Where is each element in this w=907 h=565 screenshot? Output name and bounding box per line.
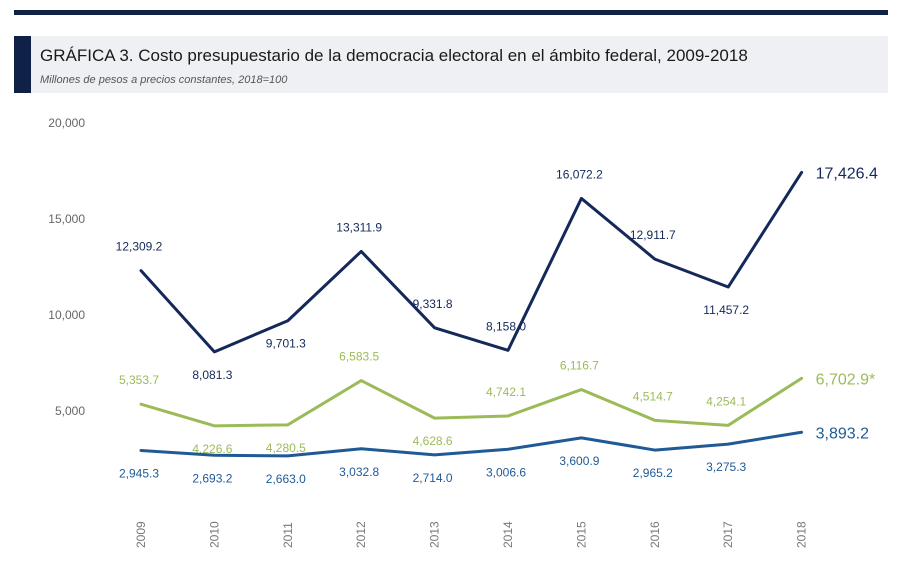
x-tick-label: 2009 <box>134 521 148 548</box>
data-label: 16,072.2 <box>556 167 603 181</box>
data-label: 13,311.9 <box>336 220 382 234</box>
data-label: 4,514.7 <box>633 389 673 403</box>
data-label: 2,965.2 <box>633 466 673 480</box>
x-tick-label: 2014 <box>501 521 515 548</box>
data-label: 12,911.7 <box>630 228 676 242</box>
data-label: 3,600.9 <box>559 454 599 468</box>
data-label: 4,742.1 <box>486 385 526 399</box>
title-accent-bar <box>14 36 31 93</box>
data-label: 6,116.7 <box>560 359 599 373</box>
series-middle: 5,353.7 4,226.6 4,280.5 6,583.5 4,628.6 4,742… <box>119 350 875 456</box>
data-label: 5,353.7 <box>119 373 159 387</box>
x-tick-label: 2015 <box>574 521 588 548</box>
data-label: 4,280.5 <box>266 441 306 455</box>
data-label: 3,006.6 <box>486 465 526 479</box>
x-tick-label: 2010 <box>207 521 221 548</box>
y-axis: 5,000 10,000 15,000 20,000 <box>48 116 85 418</box>
series-layer: 12,309.2 8,081.3 9,701.3 13,311.9 9,331.8 8,1… <box>116 165 878 485</box>
top-rule <box>14 10 888 15</box>
series-line <box>139 430 804 458</box>
chart-title: GRÁFICA 3. Costo presupuestario de la de… <box>40 46 748 65</box>
series-top: 12,309.2 8,081.3 9,701.3 13,311.9 9,331.8 8,1… <box>116 165 878 381</box>
y-tick-label: 10,000 <box>48 308 85 322</box>
y-tick-label: 20,000 <box>48 116 85 130</box>
data-label: 2,693.2 <box>192 471 232 485</box>
y-tick-label: 5,000 <box>55 404 85 418</box>
data-label: 11,457.2 <box>703 303 749 317</box>
x-tick-label: 2016 <box>648 521 662 548</box>
data-label: 9,701.3 <box>266 337 306 351</box>
title-band <box>14 36 888 93</box>
y-tick-label: 15,000 <box>48 212 85 226</box>
data-label: 6,583.5 <box>339 350 379 364</box>
series-bottom: 2,945.3 2,693.2 2,663.0 3,032.8 2,714.0 3,006… <box>119 425 869 486</box>
x-tick-label: 2013 <box>428 521 442 548</box>
data-label: 3,032.8 <box>339 465 379 479</box>
data-label: 9,331.8 <box>413 297 453 311</box>
x-tick-label: 2011 <box>281 522 295 548</box>
x-axis: 2009 2010 2011 2012 2013 2014 2015 2016 2017 2018 <box>134 521 809 548</box>
data-label: 6,702.9* <box>816 371 876 388</box>
data-label: 3,275.3 <box>706 460 746 474</box>
data-label: 4,254.1 <box>706 394 746 408</box>
data-label: 8,158.0 <box>486 319 526 333</box>
series-line <box>139 376 804 428</box>
data-label: 17,426.4 <box>816 165 878 182</box>
data-label: 4,628.6 <box>413 434 453 448</box>
data-label: 2,714.0 <box>413 471 453 485</box>
data-label: 2,945.3 <box>119 466 159 480</box>
x-tick-label: 2017 <box>721 521 735 548</box>
data-label: 3,893.2 <box>816 425 869 442</box>
data-label: 4,226.6 <box>192 442 232 456</box>
data-label: 12,309.2 <box>116 240 163 254</box>
data-label: 2,663.0 <box>266 472 306 486</box>
chart-subtitle: Millones de pesos a precios constantes, … <box>40 74 288 86</box>
x-tick-label: 2018 <box>795 521 809 548</box>
data-label: 8,081.3 <box>192 368 232 382</box>
x-tick-label: 2012 <box>354 521 368 548</box>
series-line <box>139 170 804 354</box>
